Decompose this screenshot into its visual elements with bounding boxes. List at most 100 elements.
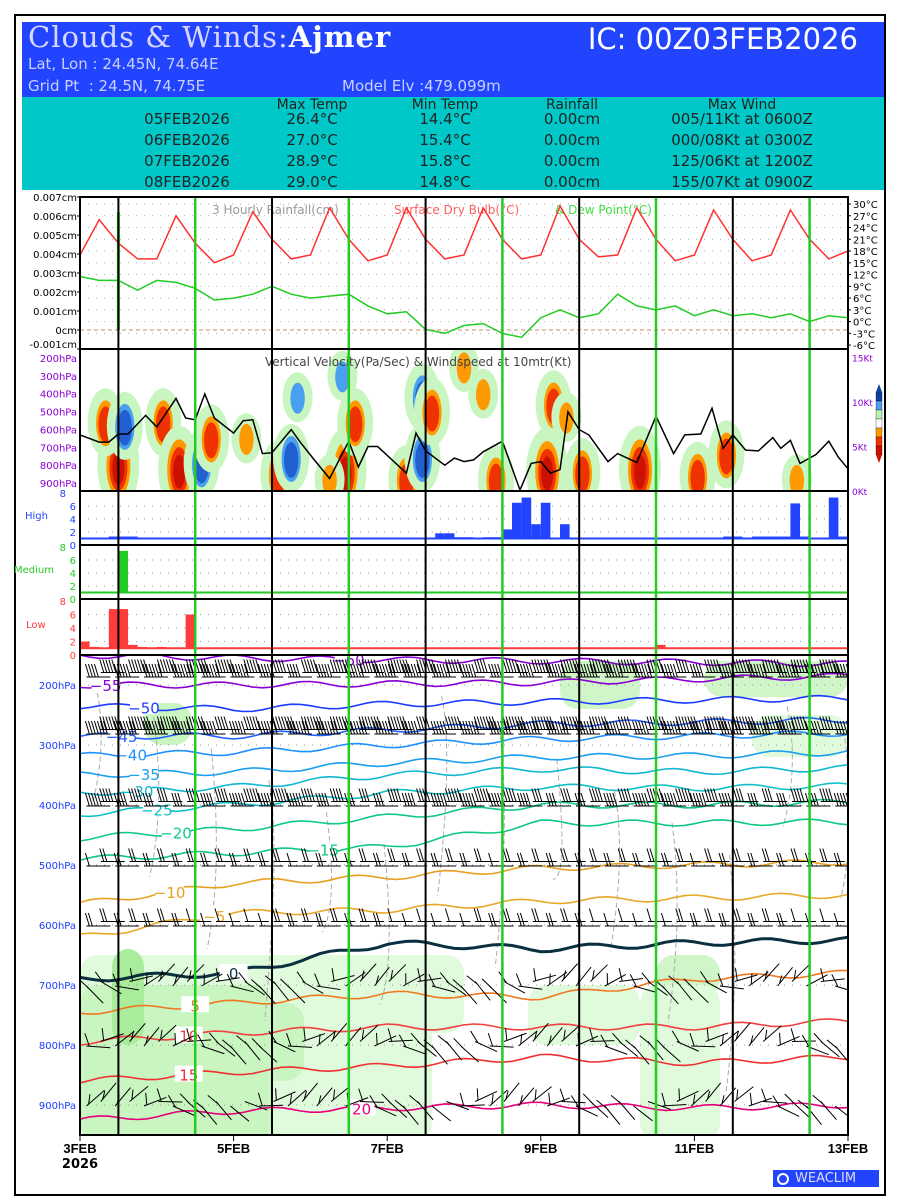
barb-flag <box>533 968 537 981</box>
barb-flag <box>145 912 151 927</box>
col-min-temp: Min Temp <box>411 97 479 113</box>
barb-flag <box>545 852 551 867</box>
wind-barb <box>661 1092 687 1107</box>
wind-barb <box>372 663 399 678</box>
wind-barb <box>502 788 528 802</box>
barb-flag <box>649 716 655 730</box>
barb-flag <box>663 663 669 678</box>
barb-flag <box>167 1095 176 1108</box>
barb-flag <box>511 716 517 730</box>
wind-barb <box>546 1027 563 1047</box>
wind-barb <box>600 1034 628 1055</box>
barb-flag <box>165 716 171 730</box>
wind-barb <box>473 788 500 802</box>
barb-flag <box>281 716 287 730</box>
barb-flag <box>822 788 828 802</box>
barb-flag <box>531 716 537 730</box>
barb-flag <box>358 659 364 673</box>
barb-flag <box>250 979 262 989</box>
barb-flag <box>375 912 381 927</box>
barb-flag <box>471 720 477 735</box>
barb-staff <box>388 1101 408 1118</box>
wind-barb <box>430 792 456 807</box>
barb-flag <box>450 716 456 730</box>
barb-flag <box>372 912 378 927</box>
wind-barb <box>588 716 615 730</box>
barb-flag <box>243 716 249 730</box>
vv-pressure-tick: 900hPa <box>40 479 77 490</box>
barb-flag <box>387 908 393 922</box>
barb-flag <box>102 720 108 735</box>
barb-flag <box>548 792 554 807</box>
barb-staff <box>820 978 845 982</box>
barb-flag <box>849 664 853 677</box>
barb-flag <box>231 852 237 867</box>
barb-flag <box>646 788 652 802</box>
wind-barb <box>226 973 254 993</box>
barb-flag <box>525 663 531 678</box>
barb-flag <box>471 663 477 678</box>
barb-flag <box>300 788 306 802</box>
barb-flag <box>468 792 474 807</box>
barb-flag <box>228 912 234 927</box>
wind-barb <box>215 968 240 982</box>
barb-flag <box>646 716 652 730</box>
barb-flag <box>617 788 623 802</box>
wind-barb <box>689 1032 716 1048</box>
barb-flag <box>292 720 298 735</box>
barb-flag <box>701 792 707 807</box>
isotherm-label-bg <box>162 823 190 840</box>
barb-flag <box>394 1099 406 1109</box>
temp-axis-tick: 21°C <box>853 235 878 246</box>
barb-flag <box>292 663 298 678</box>
barb-flag <box>689 792 695 807</box>
barb-flag <box>197 659 203 673</box>
barb-flag <box>387 1028 393 1042</box>
barb-flag <box>810 720 816 735</box>
barb-staff <box>619 977 644 982</box>
wind-barb <box>214 716 240 730</box>
barb-flag <box>735 848 741 862</box>
barb-flag <box>735 908 741 922</box>
vv-contour <box>117 409 132 446</box>
wind-barb <box>603 852 629 867</box>
barb-flag <box>569 716 575 730</box>
cloud-bar <box>492 537 503 539</box>
barb-staff <box>734 974 758 982</box>
wind-barb <box>171 792 197 807</box>
barb-flag <box>243 908 249 922</box>
barb-flag <box>185 848 191 862</box>
wind-barb <box>394 1099 419 1125</box>
cell-min: 15.4°C <box>419 131 471 149</box>
barb-flag <box>234 792 240 807</box>
barb-flag <box>516 720 522 735</box>
barb-flag <box>563 788 569 802</box>
barb-flag <box>707 659 713 673</box>
barb-flag <box>600 1034 609 1048</box>
barb-staff <box>86 1089 105 1107</box>
barb-staff <box>172 1035 195 1047</box>
barb-flag <box>390 659 396 673</box>
barb-flag <box>407 663 413 678</box>
barb-flag <box>296 971 306 984</box>
barb-flag <box>375 975 380 984</box>
barb-staff <box>158 963 176 982</box>
cloud-tick: 6 <box>70 556 76 567</box>
barb-flag <box>433 663 439 678</box>
barb-flag <box>563 848 569 862</box>
barb-flag <box>476 1088 479 1101</box>
barb-flag <box>165 659 171 673</box>
barb-staff <box>431 985 456 993</box>
barb-flag <box>776 663 782 678</box>
barb-flag <box>749 1092 753 1106</box>
barb-flag <box>465 792 471 807</box>
barb-flag <box>335 788 341 802</box>
rh-contour <box>437 695 448 896</box>
temp-axis-tick: 24°C <box>853 224 878 235</box>
barb-flag <box>447 788 453 802</box>
barb-flag <box>430 792 436 807</box>
barb-flag <box>479 788 485 802</box>
barb-flag <box>545 792 551 807</box>
wind-barb <box>790 788 816 802</box>
barb-flag <box>128 908 134 922</box>
